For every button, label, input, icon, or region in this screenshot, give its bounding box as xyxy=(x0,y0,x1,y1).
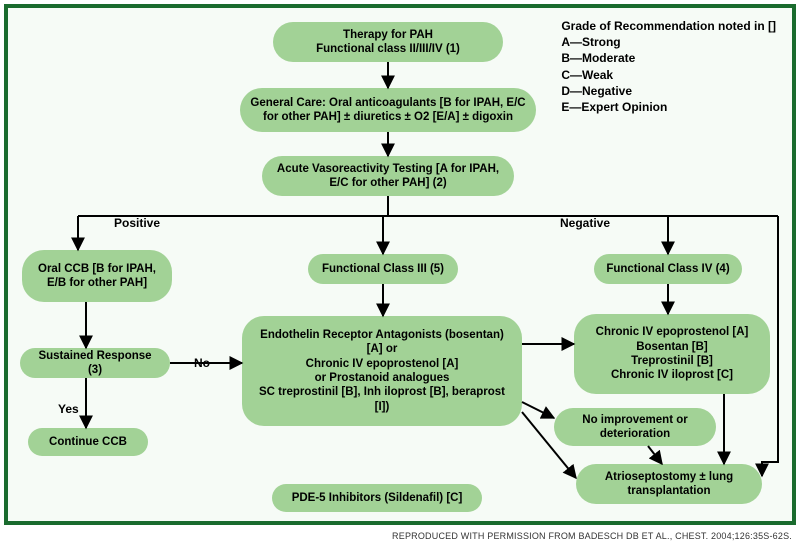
node-oralccb: Oral CCB [B for IPAH, E/B for other PAH] xyxy=(22,250,172,302)
legend-title: Grade of Recommendation noted in [] xyxy=(561,18,776,34)
legend: Grade of Recommendation noted in [] A—St… xyxy=(561,18,776,115)
node-therapy: Therapy for PAHFunctional class II/III/I… xyxy=(273,22,503,62)
node-pde5: PDE-5 Inhibitors (Sildenafil) [C] xyxy=(272,484,482,512)
legend-item: E—Expert Opinion xyxy=(561,99,776,115)
credit-line: REPRODUCED WITH PERMISSION FROM BADESCH … xyxy=(392,531,792,541)
node-general: General Care: Oral anticoagulants [B for… xyxy=(240,88,536,132)
node-atrio: Atrioseptostomy ± lung transplantation xyxy=(576,464,762,504)
chart-frame: Grade of Recommendation noted in [] A—St… xyxy=(4,4,796,525)
label-no: No xyxy=(194,356,210,370)
label-yes: Yes xyxy=(58,402,79,416)
label-positive: Positive xyxy=(114,216,160,230)
node-fc4: Functional Class IV (4) xyxy=(594,254,742,284)
node-sustained: Sustained Response (3) xyxy=(20,348,170,378)
node-fc3: Functional Class III (5) xyxy=(308,254,458,284)
node-noimprove: No improvement or deterioration xyxy=(554,408,716,446)
legend-item: A—Strong xyxy=(561,34,776,50)
legend-item: D—Negative xyxy=(561,83,776,99)
node-era: Endothelin Receptor Antagonists (bosenta… xyxy=(242,316,522,426)
node-fc4rx: Chronic IV epoprostenol [A]Bosentan [B]T… xyxy=(574,314,770,394)
node-continue: Continue CCB xyxy=(28,428,148,456)
label-negative: Negative xyxy=(560,216,610,230)
legend-item: C—Weak xyxy=(561,67,776,83)
legend-item: B—Moderate xyxy=(561,50,776,66)
node-avt: Acute Vasoreactivity Testing [A for IPAH… xyxy=(262,156,514,196)
